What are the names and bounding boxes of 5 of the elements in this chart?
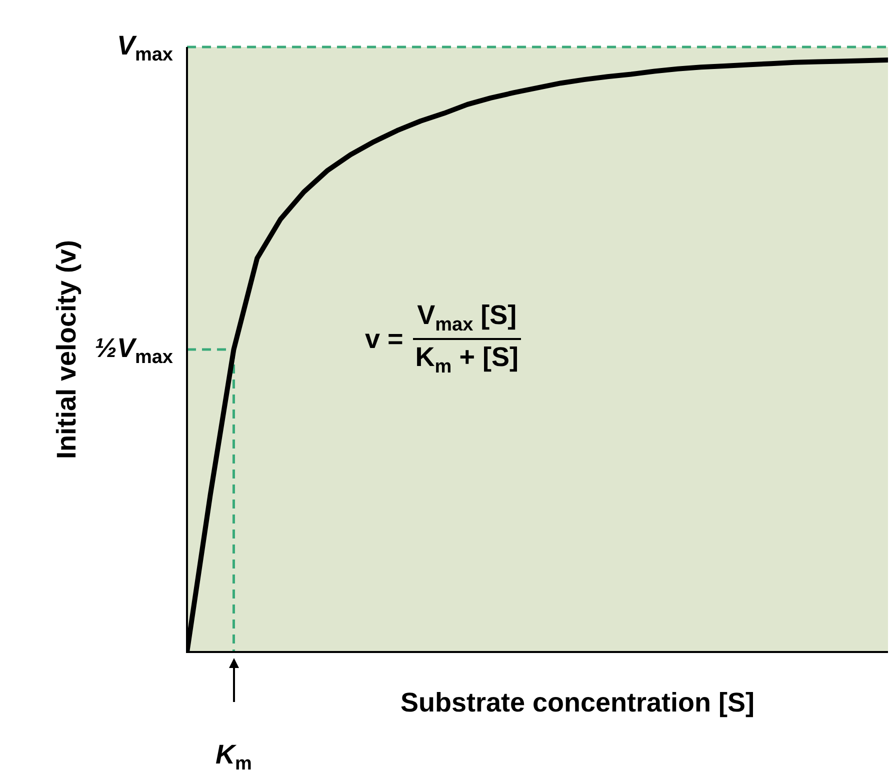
x-axis-title: Substrate concentration [S] — [400, 687, 755, 718]
annotation: V$_{max}$ [S] — [413, 300, 521, 340]
annotation: v = — [365, 324, 404, 355]
annotation: K$_{m}$ + [S] — [414, 341, 520, 379]
y-axis-title: Initial velocity (v) — [51, 240, 82, 460]
